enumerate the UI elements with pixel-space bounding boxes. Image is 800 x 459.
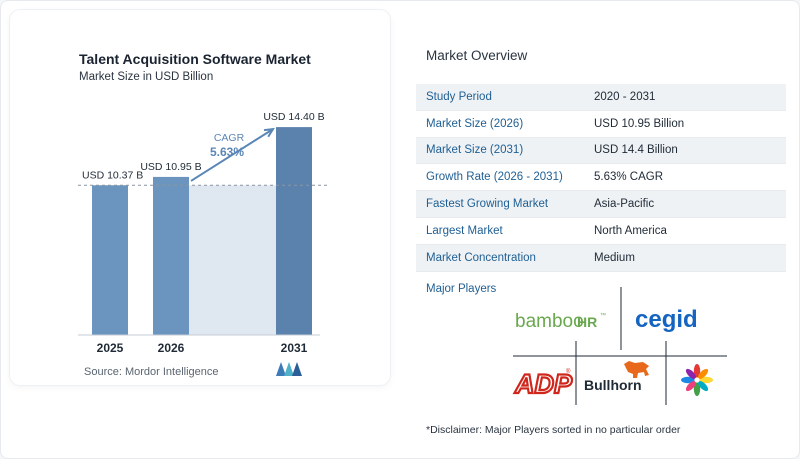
overview-row: Fastest Growing Market Asia-Pacific [416, 191, 786, 218]
overview-row: Growth Rate (2026 - 2031) 5.63% CAGR [416, 164, 786, 192]
x-tick-label: 2026 [158, 341, 185, 355]
overview-row-value: Medium [594, 251, 635, 264]
overview-row: Market Size (2031) USD 14.4 Billion [416, 137, 786, 165]
chart-title: Talent Acquisition Software Market [79, 51, 311, 67]
overview-row-label: Growth Rate (2026 - 2031) [426, 171, 563, 184]
svg-text:™: ™ [600, 312, 606, 319]
svg-text:HR: HR [577, 314, 597, 330]
bamboohr-logo-icon: bamboo HR ™ [515, 311, 606, 332]
cagr-arrow-line [190, 128, 274, 182]
overview-row-label: Largest Market [426, 224, 503, 237]
overview-table: Study Period 2020 - 2031 Market Size (2026… [416, 84, 786, 272]
cagr-arrow-head [263, 127, 275, 138]
overview-row-value: USD 14.4 Billion [594, 144, 678, 157]
overview-row-value: Asia-Pacific [594, 198, 655, 211]
source-text: Source: Mordor Intelligence [84, 366, 219, 378]
overview-row: Market Size (2026) USD 10.95 Billion [416, 111, 786, 138]
data-label: USD 10.95 B [140, 161, 201, 173]
cegid-logo-icon: cegid [635, 306, 698, 333]
cagr-value: 5.63% [210, 145, 244, 159]
bar-chart: USD 10.37 B 2025 USD 10.95 B 2026 USD 14.40 … [78, 111, 330, 355]
bar-2026 [153, 176, 189, 335]
overview-row-value: USD 10.95 Billion [594, 117, 685, 130]
adp-logo-icon: ADP ® [513, 367, 574, 400]
bullhorn-logo-icon: Bullhorn [584, 361, 649, 393]
overview-row-label: Market Size (2026) [426, 117, 524, 130]
x-tick-label: 2031 [281, 341, 308, 355]
cagr-label: CAGR [214, 132, 245, 144]
bar-2025 [92, 185, 128, 335]
overview-row: Largest Market North America [416, 218, 786, 245]
growth-shade [189, 185, 276, 335]
overview-row-value: North America [594, 224, 667, 237]
overview-row: Study Period 2020 - 2031 [416, 84, 786, 111]
overview-row-value: 2020 - 2031 [594, 90, 656, 103]
players-title: Major Players [426, 283, 497, 295]
overview-row-label: Fastest Growing Market [426, 198, 549, 211]
disclaimer-text: *Disclaimer: Major Players sorted in no … [426, 424, 681, 436]
overview-row: Market Concentration Medium [416, 244, 786, 272]
flower-logo-icon [681, 364, 713, 396]
svg-text:Bullhorn: Bullhorn [584, 377, 642, 393]
chart-subtitle: Market Size in USD Billion [79, 71, 214, 83]
data-label: USD 14.40 B [263, 111, 324, 123]
bar-2031 [276, 127, 312, 335]
overview-row-label: Market Size (2031) [426, 144, 524, 157]
svg-text:®: ® [566, 368, 571, 375]
mordor-intelligence-logo-icon [276, 362, 302, 376]
overview-row-label: Market Concentration [426, 251, 536, 264]
x-tick-label: 2025 [97, 341, 124, 355]
data-label: USD 10.37 B [82, 169, 143, 181]
overview-row-label: Study Period [426, 90, 492, 103]
overview-title: Market Overview [426, 48, 528, 63]
svg-text:ADP: ADP [514, 369, 573, 399]
overview-row-value: 5.63% CAGR [594, 171, 664, 184]
svg-text:cegid: cegid [635, 306, 698, 333]
svg-text:bamboo: bamboo [515, 311, 584, 332]
